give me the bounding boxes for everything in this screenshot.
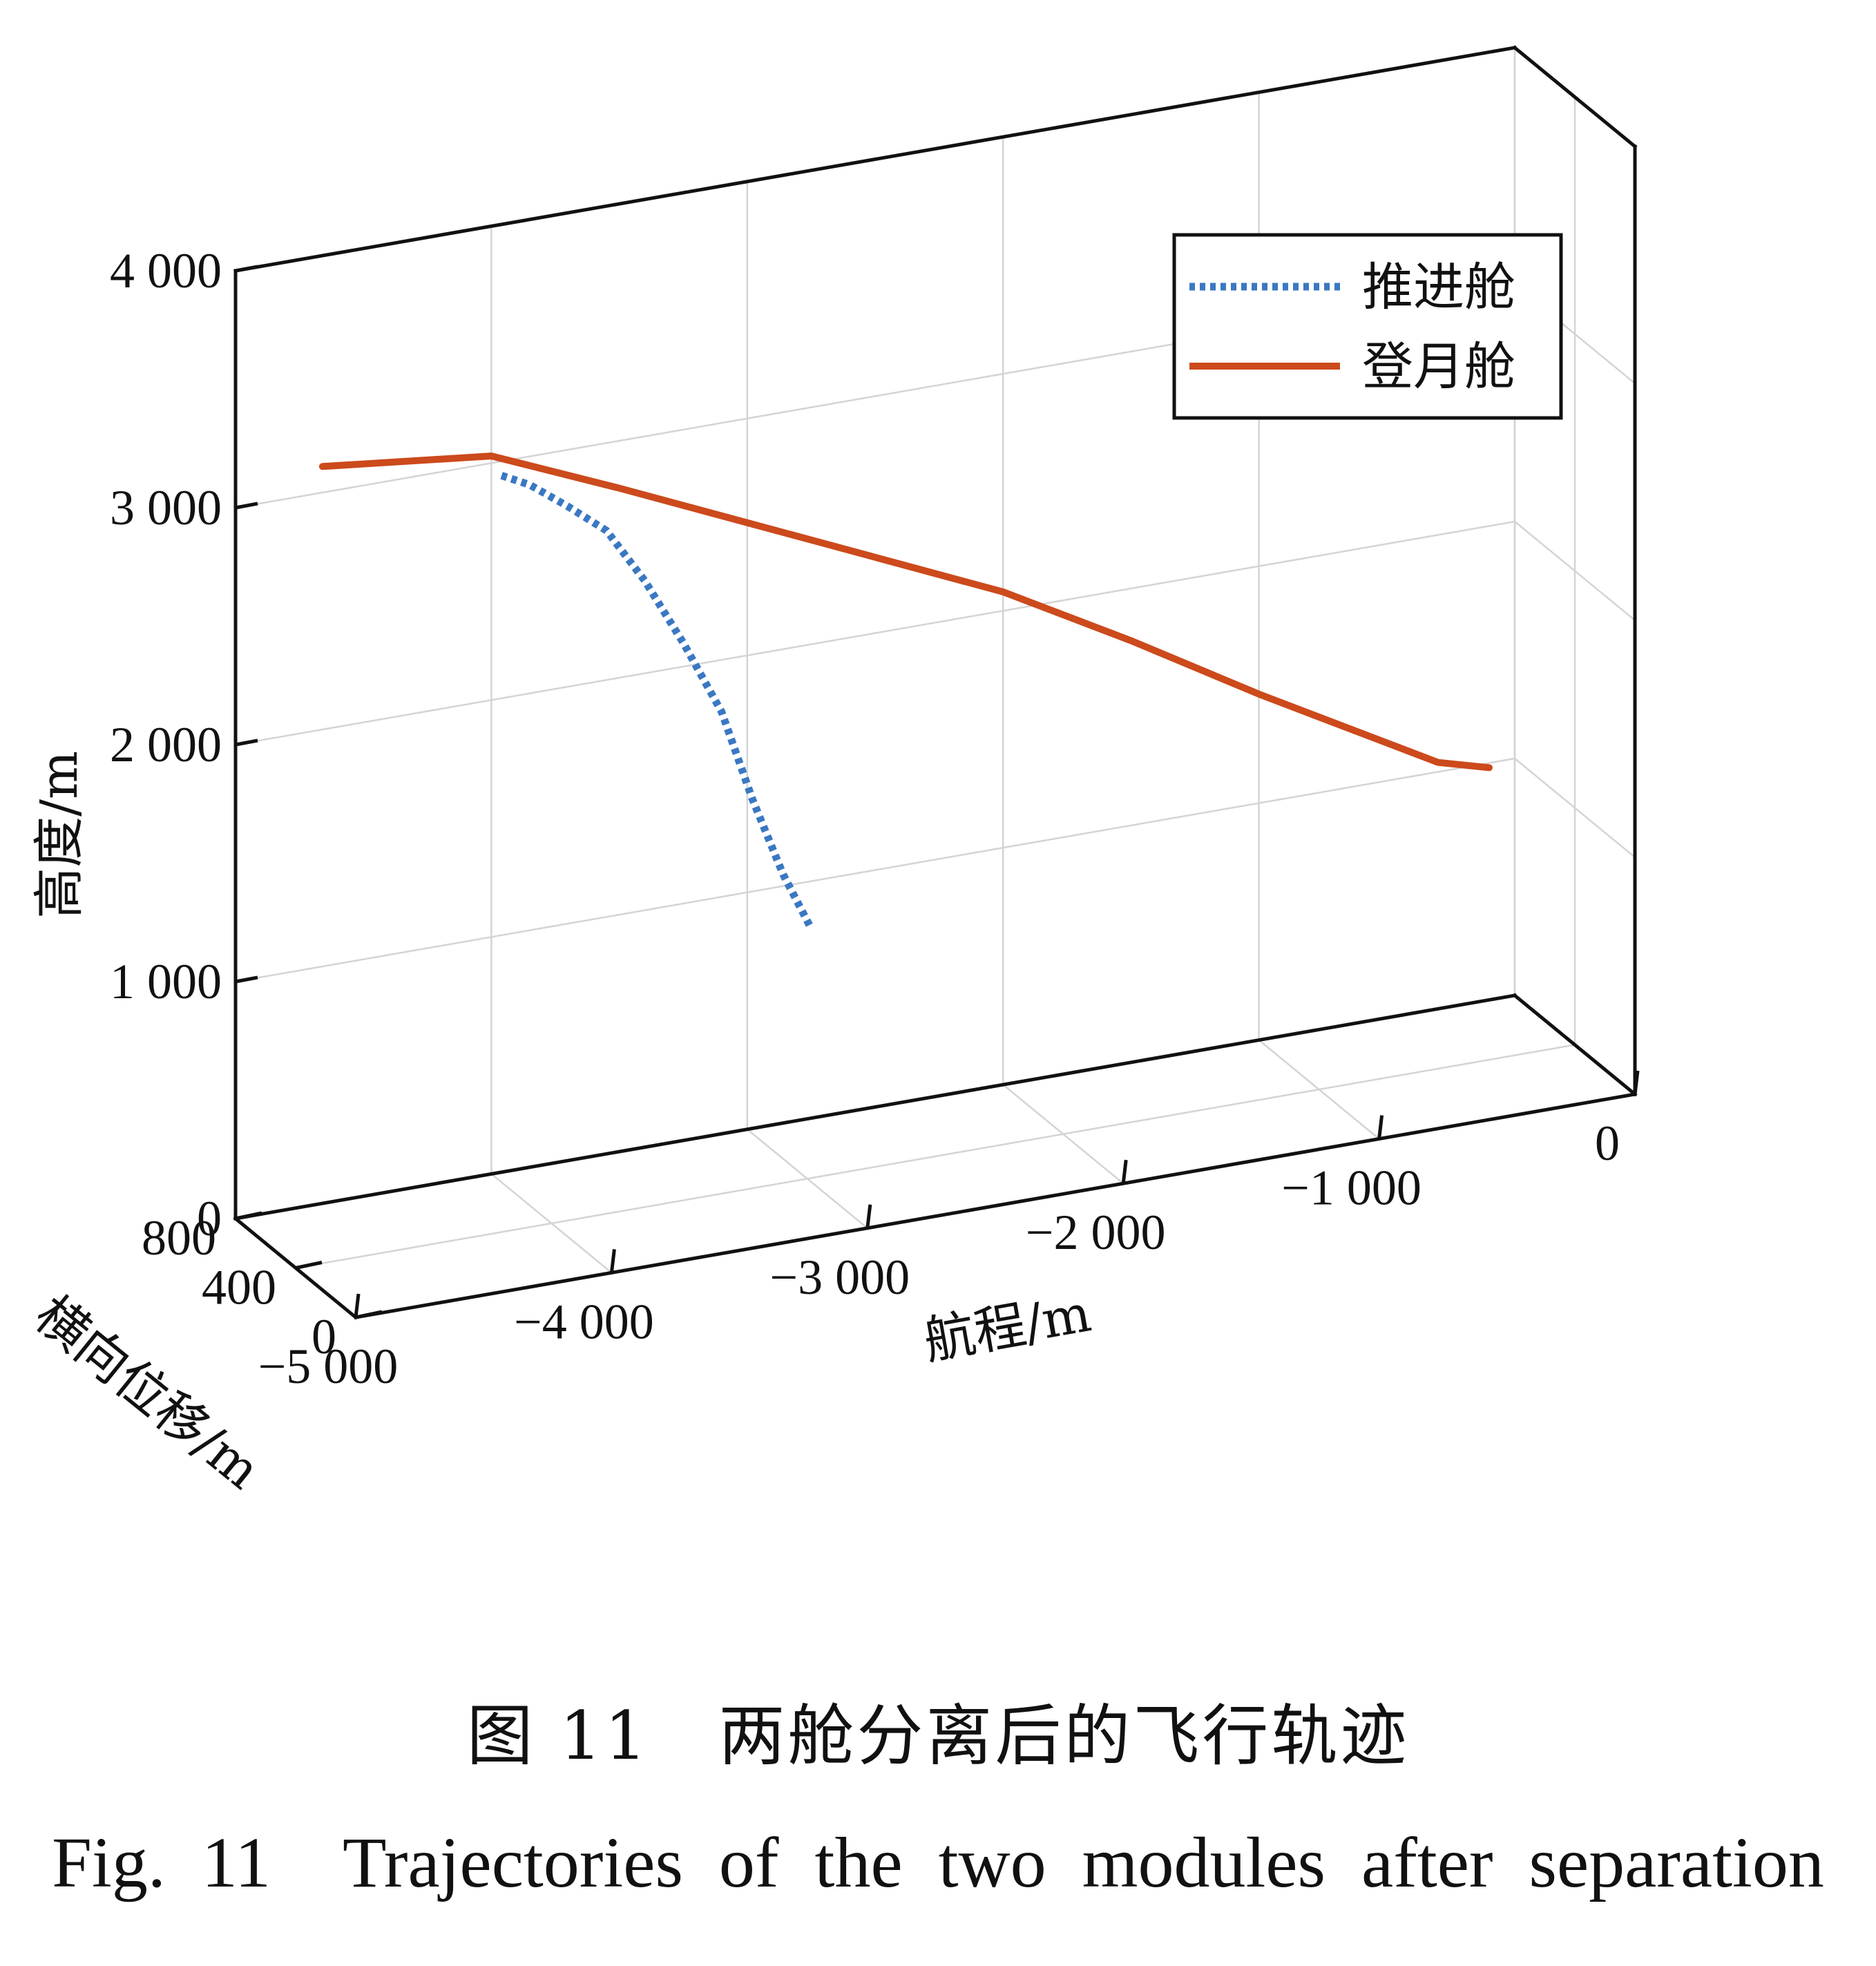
z-tick-mark xyxy=(235,975,258,984)
z-tick-label: 1 000 xyxy=(110,954,222,1009)
axis-box-edge xyxy=(354,1092,1637,1319)
z-tick-mark xyxy=(235,738,258,747)
x-tick-label: −3 000 xyxy=(769,1250,910,1305)
axis-box-edge xyxy=(233,46,1517,273)
z-tick-label: 4 000 xyxy=(110,243,222,298)
trajectory-plot: −5 000−4 000−3 000−2 000−1 0000040080001… xyxy=(23,45,1640,1501)
figure-caption-english: Fig. 11 Trajectories of the two modules … xyxy=(52,1823,1824,1902)
y-tick-label: 0 xyxy=(312,1309,336,1364)
trajectory-chart: −5 000 −4 000 −3 000 −2 000 −1 000 0 0 400 800 0 1… xyxy=(23,45,1640,1501)
grid-line-z-back xyxy=(235,520,1515,746)
z-tick-mark xyxy=(235,265,258,273)
axis-box-edge xyxy=(1512,993,1638,1097)
x-tick-label: −5 000 xyxy=(258,1339,399,1394)
x-tick-label: −2 000 xyxy=(1026,1205,1166,1260)
y-tick-label: 800 xyxy=(142,1210,216,1266)
x-tick-label: −4 000 xyxy=(514,1294,654,1349)
series-line-1 xyxy=(500,472,815,930)
axis-box-edge xyxy=(233,993,1517,1221)
z-tick-label: 3 000 xyxy=(110,480,222,535)
z-tick-mark xyxy=(235,1212,258,1221)
z-tick-mark xyxy=(235,502,258,510)
z-tick-label: 2 000 xyxy=(110,717,222,772)
axis-box-edge xyxy=(1512,45,1638,149)
x-tick-mark xyxy=(1633,1070,1640,1095)
x-tick-mark xyxy=(354,1293,361,1318)
y-tick-mark xyxy=(355,1310,383,1319)
x-tick-mark xyxy=(1377,1115,1384,1139)
legend-box xyxy=(1172,233,1563,420)
figure-caption-chinese: 图 11 两舱分离后的飞行轨迹 xyxy=(466,1697,1410,1775)
x-tick-label: 0 xyxy=(1595,1116,1620,1171)
x-tick-mark xyxy=(865,1204,872,1229)
legend-label-1: 推进舱 xyxy=(1362,258,1515,317)
y-tick-mark xyxy=(295,1261,323,1270)
z-tick-label: 0 xyxy=(197,1191,222,1246)
x-tick-mark xyxy=(609,1249,616,1273)
series-line-2 xyxy=(318,452,1493,772)
legend-label-2: 登月舱 xyxy=(1362,337,1515,397)
y-tick-label: 400 xyxy=(202,1260,276,1315)
grid-line-y-floor xyxy=(295,1044,1576,1269)
grid-line-z-back xyxy=(235,757,1515,983)
z-axis-label: 高度/m xyxy=(30,751,89,919)
x-tick-mark xyxy=(1121,1159,1128,1184)
x-tick-label: −1 000 xyxy=(1281,1161,1422,1216)
